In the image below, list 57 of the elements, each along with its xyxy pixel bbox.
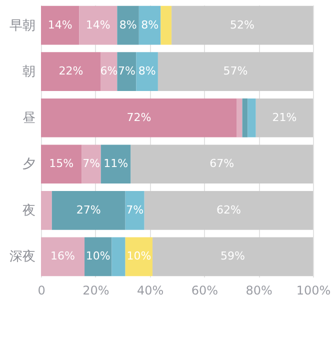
bar: [41, 52, 101, 92]
bar: [136, 52, 158, 92]
data-label: 8%: [138, 64, 156, 78]
y-tick-label: 夕: [22, 157, 36, 172]
data-label: 7%: [82, 157, 100, 170]
y-tick-label: 昼: [22, 110, 36, 126]
bar: [158, 52, 313, 92]
x-tick-label: 80%: [246, 284, 272, 298]
bar: [248, 98, 256, 138]
bar: [172, 6, 313, 45]
data-label: 14%: [48, 18, 72, 32]
x-tick-label: 20%: [82, 284, 110, 298]
data-label: 8%: [141, 18, 159, 32]
data-label: 7%: [118, 64, 136, 78]
bar: [138, 6, 161, 45]
data-label: 72%: [126, 110, 152, 124]
bar: [82, 144, 101, 184]
data-label: 7%: [126, 203, 144, 216]
bar: [52, 190, 126, 230]
bar: [41, 237, 85, 276]
bar: [130, 144, 313, 184]
data-label: 8%: [119, 18, 137, 32]
data-label: 22%: [58, 64, 84, 78]
bar: [256, 98, 313, 138]
x-tick-label: 40%: [136, 284, 164, 298]
bar: [100, 144, 131, 184]
data-label: 16%: [50, 250, 75, 263]
data-label: 15%: [49, 157, 74, 170]
y-tick-label: 朝: [22, 64, 36, 80]
y-tick-label: 夜: [22, 202, 36, 218]
data-label: 10%: [126, 250, 152, 263]
bar: [125, 237, 153, 276]
bar: [242, 98, 248, 138]
bar: [117, 6, 139, 45]
bar: [160, 6, 172, 45]
data-label: 10%: [86, 250, 110, 263]
y-tick-label: 早朝: [10, 18, 36, 34]
bar: [79, 6, 118, 45]
bar: [41, 98, 237, 138]
y-tick-label: 深夜: [10, 248, 36, 265]
bar: [125, 190, 144, 230]
bar: [41, 190, 52, 230]
bar: [112, 237, 126, 276]
x-tick-label: 100%: [296, 284, 331, 298]
bar: [84, 237, 112, 276]
data-label: 11%: [104, 157, 128, 170]
x-tick-label: 60%: [191, 284, 218, 298]
bar: [41, 6, 80, 45]
data-label: 14%: [86, 18, 110, 32]
data-label: 6%: [100, 64, 118, 78]
bar: [236, 98, 242, 138]
bar: [144, 190, 313, 230]
bar: [117, 52, 136, 92]
data-label: 27%: [76, 203, 101, 216]
bar: [152, 237, 313, 276]
bar: [41, 144, 82, 184]
x-tick-label: 0: [38, 284, 46, 298]
